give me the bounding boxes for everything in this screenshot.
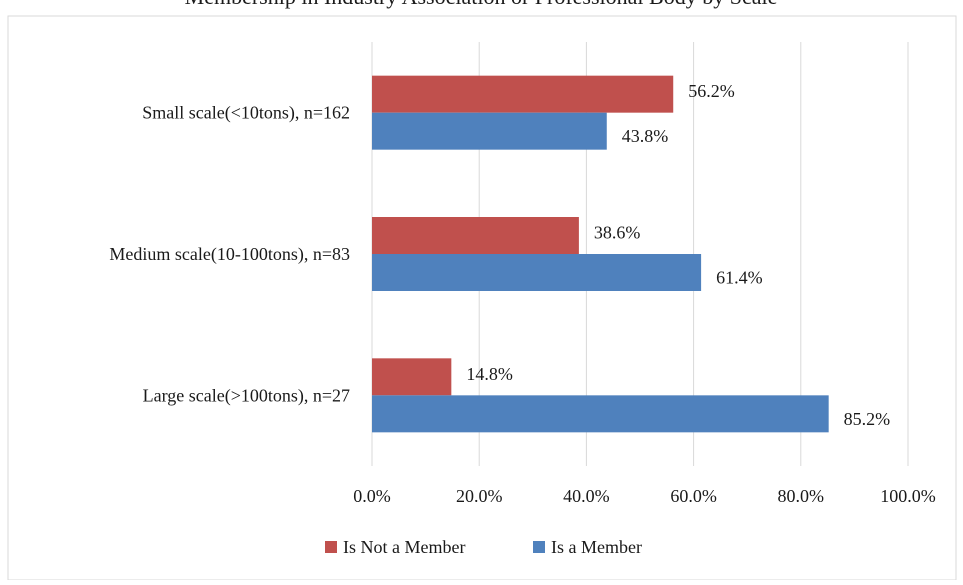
legend-swatch xyxy=(533,541,545,553)
legend-label: Is a Member xyxy=(551,537,642,557)
x-tick-label: 60.0% xyxy=(670,486,717,506)
x-tick-label: 20.0% xyxy=(456,486,503,506)
x-tick-labels: 0.0% 20.0% 40.0% 60.0% 80.0% 100.0% xyxy=(353,486,936,506)
bars xyxy=(372,75,829,433)
category-label: Medium scale(10-100tons), n=83 xyxy=(109,244,350,265)
bar-is-not-a-member xyxy=(372,358,452,396)
data-labels: 56.2% 43.8% 38.6% 61.4% 14.8% 85.2% xyxy=(466,81,890,429)
x-tick-label: 100.0% xyxy=(880,486,936,506)
bar-is-a-member xyxy=(372,254,702,291)
data-label: 85.2% xyxy=(844,409,891,429)
legend: Is Not a Member Is a Member xyxy=(325,537,642,557)
bar-is-not-a-member xyxy=(372,217,579,254)
legend-item: Is Not a Member xyxy=(325,537,465,557)
bar-is-a-member xyxy=(372,112,607,150)
data-label: 56.2% xyxy=(688,81,735,101)
x-tick-label: 0.0% xyxy=(353,486,391,506)
x-tick-label: 80.0% xyxy=(778,486,825,506)
data-label: 38.6% xyxy=(594,223,641,243)
data-label: 43.8% xyxy=(622,126,669,146)
legend-label: Is Not a Member xyxy=(343,537,465,557)
data-label: 61.4% xyxy=(716,268,763,288)
category-label: Small scale(<10tons), n=162 xyxy=(142,103,350,124)
data-label: 14.8% xyxy=(466,364,513,384)
category-label: Large scale(>100tons), n=27 xyxy=(143,385,350,406)
bar-is-a-member xyxy=(372,395,829,433)
legend-item: Is a Member xyxy=(533,537,642,557)
x-tick-label: 40.0% xyxy=(563,486,610,506)
chart-title: Membership in Industry Association or Pr… xyxy=(185,0,778,9)
legend-swatch xyxy=(325,541,337,553)
category-labels: Small scale(<10tons), n=162 Medium scale(… xyxy=(109,103,350,407)
bar-is-not-a-member xyxy=(372,75,674,113)
